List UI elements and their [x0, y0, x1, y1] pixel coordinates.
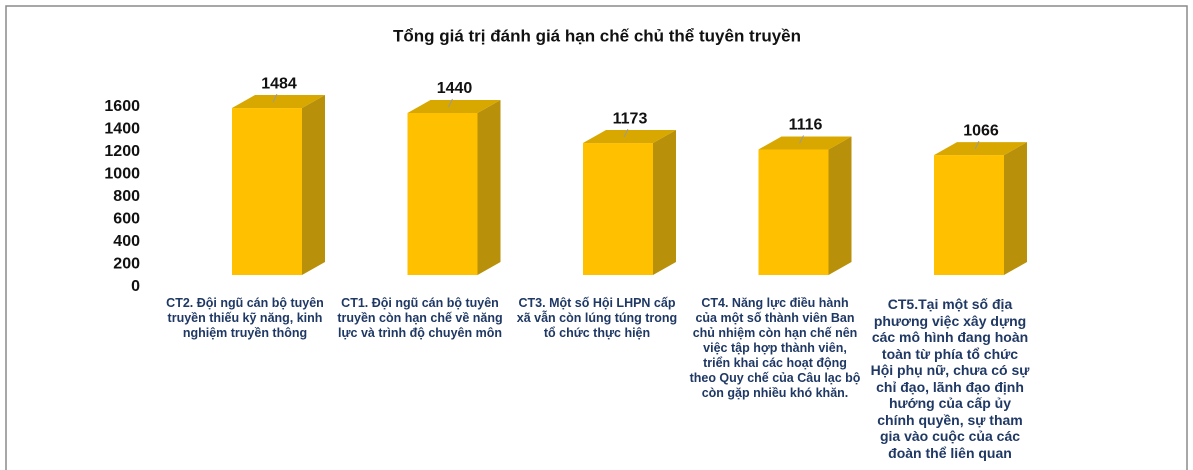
bar-side: [828, 136, 852, 275]
bar-top: [934, 142, 1027, 156]
value-label: 1173: [613, 110, 648, 127]
y-tick-label: 1200: [104, 143, 140, 160]
leader-line: [272, 93, 278, 103]
bar: [934, 142, 1027, 275]
bar-top: [232, 95, 325, 109]
x-tick-label: CT2. Đội ngũ cán bộ tuyên truyền thiếu k…: [166, 296, 324, 340]
bar-side: [1004, 142, 1027, 275]
leader-line: [799, 135, 804, 144]
bar-front: [232, 108, 302, 275]
y-tick-label: 1400: [104, 121, 140, 138]
bar-side: [653, 130, 676, 275]
bar-front: [934, 155, 1004, 275]
x-tick-label: CT3. Một số Hội LHPN cấp xã vẫn còn lúng…: [516, 296, 678, 340]
y-tick-label: 1000: [104, 166, 140, 183]
bar: [407, 100, 501, 275]
bar-top: [407, 100, 501, 113]
x-tick-label: CT1. Đội ngũ cán bộ tuyên truyền còn hạn…: [337, 296, 503, 340]
bar-top: [583, 130, 676, 144]
x-tick-label: CT4. Năng lực điều hành của một số thành…: [689, 296, 861, 400]
bar-top: [758, 136, 852, 150]
value-label: 1066: [963, 122, 999, 139]
bar-front: [407, 113, 478, 275]
y-tick-label: 600: [113, 211, 140, 228]
bar: [758, 136, 852, 275]
bar: [232, 95, 325, 275]
value-label: 1440: [437, 80, 473, 97]
leader-line: [448, 98, 453, 108]
y-tick-label: 0: [131, 278, 140, 295]
y-tick-label: 800: [113, 188, 140, 205]
bar: [583, 130, 676, 275]
y-tick-label: 200: [113, 256, 140, 273]
bar-side: [302, 95, 325, 275]
value-label: 1116: [789, 117, 823, 134]
y-tick-label: 400: [113, 233, 140, 250]
y-tick-label: 1600: [104, 98, 140, 115]
x-tick-label: CT5.Tại một số địa phương việc xây dựng …: [870, 296, 1030, 461]
bar-front: [758, 149, 829, 275]
bar-side: [477, 100, 501, 275]
chart-title: Tổng giá trị đánh giá hạn chế chủ thể tu…: [393, 26, 801, 45]
leader-line: [623, 128, 629, 138]
value-label: 1484: [261, 75, 297, 92]
leader-line: [974, 140, 980, 150]
bar-front: [583, 143, 653, 275]
